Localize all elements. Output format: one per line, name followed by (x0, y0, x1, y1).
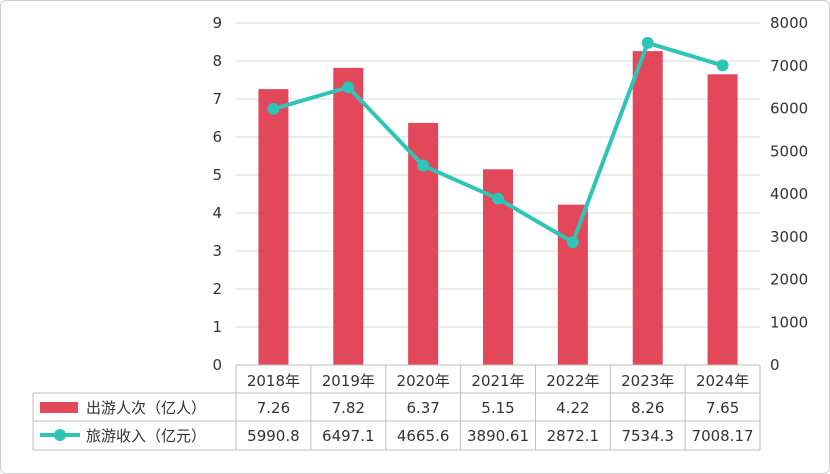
data-label: 4.22 (556, 399, 589, 417)
category-label: 2023年 (621, 372, 674, 390)
left-axis-ticks: 0 1 2 3 4 5 6 7 8 9 (212, 14, 222, 374)
right-axis-tick-label: 2000 (770, 271, 808, 289)
bar (557, 204, 588, 365)
data-label: 7534.3 (621, 427, 674, 445)
right-axis-tick-label: 1000 (770, 313, 808, 331)
legend-label: 旅游收入（亿元） (86, 427, 206, 445)
line-series (267, 36, 729, 249)
data-label: 3890.61 (467, 427, 529, 445)
gridlines (236, 22, 760, 328)
line-point (342, 81, 355, 94)
right-axis-tick-label: 7000 (770, 57, 808, 75)
category-label: 2022年 (546, 372, 599, 390)
left-axis-tick-label: 0 (212, 356, 222, 374)
data-label: 8.26 (631, 399, 664, 417)
data-label: 7.65 (706, 399, 739, 417)
category-label: 2020年 (397, 372, 450, 390)
bar (258, 89, 289, 366)
data-label: 5990.8 (247, 427, 300, 445)
left-axis-tick-label: 4 (212, 204, 222, 222)
bar (632, 51, 663, 366)
legend-line-marker (54, 429, 66, 441)
category-label: 2021年 (471, 372, 524, 390)
data-label: 2872.1 (547, 427, 600, 445)
category-label: 2024年 (696, 372, 749, 390)
bar-series (258, 51, 738, 366)
data-label: 4665.6 (397, 427, 450, 445)
left-axis-tick-label: 7 (212, 90, 222, 108)
bar (408, 122, 439, 365)
right-axis-tick-label: 6000 (770, 100, 808, 118)
legend-bar-swatch (40, 402, 78, 413)
data-label: 6497.1 (322, 427, 375, 445)
category-label: 2018年 (247, 372, 300, 390)
left-axis-tick-label: 1 (212, 318, 222, 336)
legend-label: 出游人次（亿人） (86, 399, 206, 417)
line-point (641, 36, 654, 49)
data-label: 7008.17 (692, 427, 754, 445)
right-axis-tick-label: 3000 (770, 228, 808, 246)
left-axis-tick-label: 8 (212, 52, 222, 70)
data-label: 7.82 (332, 399, 365, 417)
bar (707, 74, 738, 366)
left-axis-tick-label: 5 (212, 166, 222, 184)
left-axis-tick-label: 9 (212, 14, 222, 32)
data-label: 5.15 (481, 399, 514, 417)
line-point (716, 59, 729, 72)
right-axis-tick-label: 5000 (770, 142, 808, 160)
left-axis-tick-label: 6 (212, 128, 222, 146)
line-point (566, 236, 579, 249)
bar (333, 67, 364, 365)
data-label: 6.37 (406, 399, 439, 417)
right-axis-tick-label: 8000 (770, 14, 808, 32)
category-label: 2019年 (322, 372, 375, 390)
right-axis-ticks: 0 1000 2000 3000 4000 5000 6000 7000 8000 (770, 14, 808, 374)
data-table: 2018年 2019年 2020年 2021年 2022年 2023年 2024年出游人次（… (32, 364, 761, 451)
line-point (417, 159, 430, 172)
line-point (492, 192, 504, 205)
right-axis-tick-label: 4000 (770, 185, 808, 203)
left-axis-tick-label: 2 (212, 280, 222, 298)
left-axis-tick-label: 3 (212, 242, 222, 260)
data-label: 7.26 (257, 399, 290, 417)
line-point (267, 102, 280, 115)
right-axis-tick-label: 0 (770, 356, 780, 374)
